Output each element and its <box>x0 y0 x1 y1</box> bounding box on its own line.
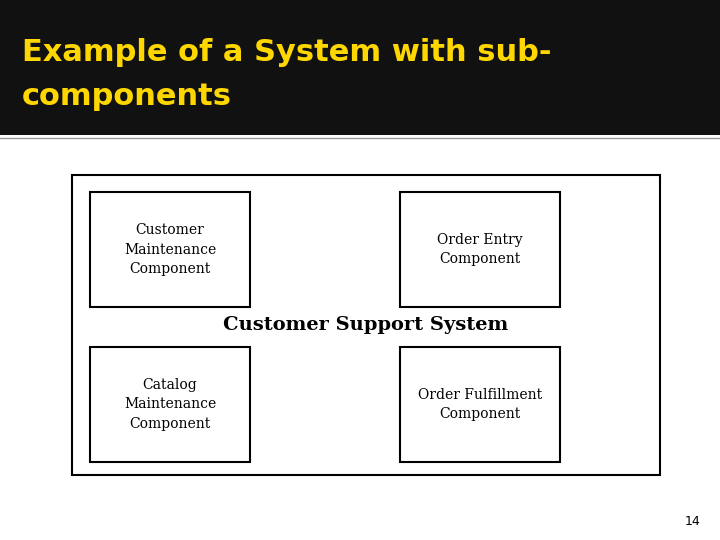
Bar <box>400 192 560 307</box>
Bar <box>0 0 720 135</box>
Text: Example of a System with sub-: Example of a System with sub- <box>22 38 552 67</box>
Text: Customer Support System: Customer Support System <box>223 316 508 334</box>
Text: Order Entry
Component: Order Entry Component <box>437 233 523 266</box>
Text: 14: 14 <box>684 515 700 528</box>
Text: Customer
Maintenance
Component: Customer Maintenance Component <box>124 223 216 276</box>
Text: Order Fulfillment
Component: Order Fulfillment Component <box>418 388 542 421</box>
Bar <box>90 347 250 462</box>
Bar <box>400 347 560 462</box>
Bar <box>72 175 660 475</box>
Bar <box>90 192 250 307</box>
Text: components: components <box>22 82 232 111</box>
Text: Catalog
Maintenance
Component: Catalog Maintenance Component <box>124 378 216 431</box>
